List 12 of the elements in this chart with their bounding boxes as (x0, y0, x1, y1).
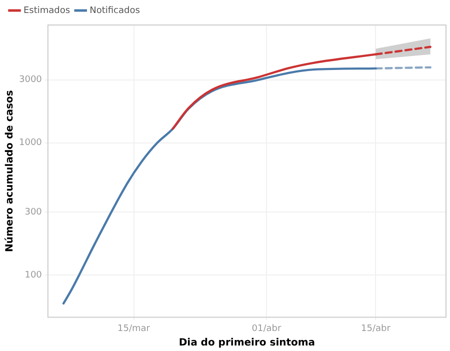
x-tick-label: 15/mar (118, 324, 150, 334)
legend-label: Notificados (90, 6, 140, 16)
x-axis-title: Dia do primeiro sintoma (178, 338, 316, 349)
line-series (62, 67, 377, 305)
x-tick-label: 15/abr (361, 324, 391, 334)
y-tick-label: 1000 (19, 138, 42, 148)
y-tick-label: 300 (24, 207, 42, 218)
legend-label: Estimados (24, 6, 70, 16)
y-axis-title: Número acumulado de casos (4, 90, 16, 252)
y-tick-label: 3000 (19, 75, 42, 86)
y-tick-label: 100 (24, 270, 42, 280)
x-tick-label: 01/abr (252, 324, 282, 334)
